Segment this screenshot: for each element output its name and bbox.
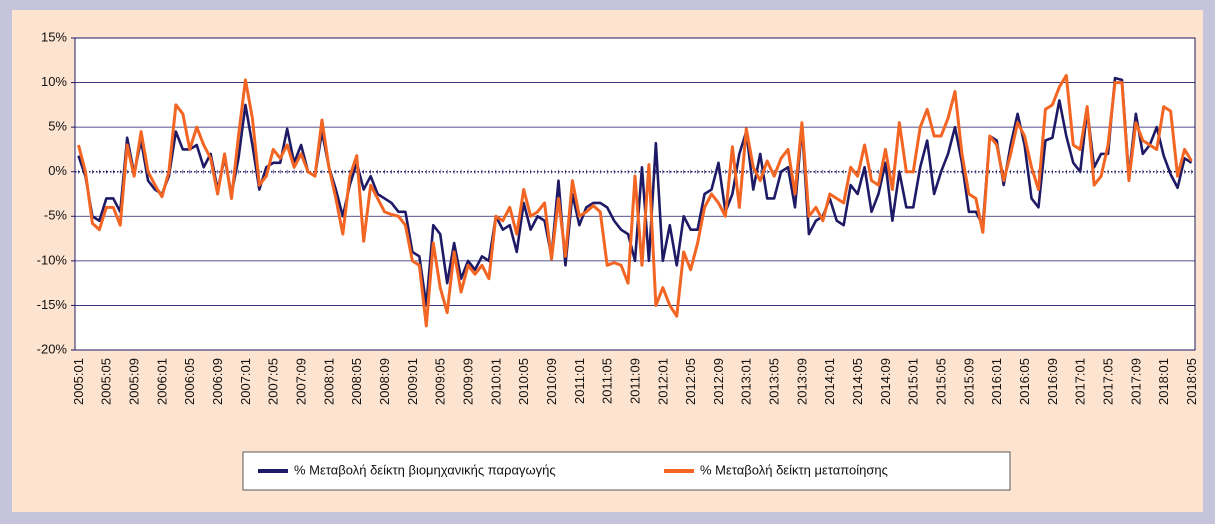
x-tick-label: 2018:01 [1156, 358, 1171, 405]
x-tick-label: 2007:05 [266, 358, 281, 405]
x-tick-label: 2012:05 [683, 358, 698, 405]
x-tick-label: 2013:09 [794, 358, 809, 405]
x-tick-label: 2010:09 [544, 358, 559, 405]
legend-label: % Μεταβολή δείκτη βιομηχανικής παραγωγής [294, 462, 556, 477]
x-tick-label: 2008:01 [321, 358, 336, 405]
x-tick-label: 2006:09 [210, 358, 225, 405]
x-tick-label: 2009:01 [405, 358, 420, 405]
x-tick-label: 2011:09 [627, 358, 642, 404]
x-tick-label: 2017:01 [1073, 358, 1088, 405]
legend-label: % Μεταβολή δείκτη μεταποίησης [700, 462, 888, 477]
series-line [77, 73, 1193, 328]
y-tick-label: -5% [44, 208, 68, 223]
x-tick-label: 2011:05 [600, 358, 615, 404]
x-tick-label: 2012:09 [711, 358, 726, 405]
x-tick-label: 2015:01 [906, 358, 921, 405]
y-tick-label: 15% [41, 29, 67, 44]
y-tick-label: -20% [37, 341, 68, 356]
y-tick-label: 5% [48, 119, 67, 134]
x-tick-label: 2008:09 [377, 358, 392, 405]
plot-border [74, 37, 1196, 351]
x-tick-label: 2017:09 [1128, 358, 1143, 405]
y-tick-label: 10% [41, 74, 67, 89]
x-tick-label: 2005:05 [99, 358, 114, 405]
y-tick-label: -15% [37, 297, 68, 312]
x-tick-label: 2014:01 [822, 358, 837, 405]
x-tick-label: 2018:05 [1184, 358, 1199, 405]
x-tick-label: 2014:05 [850, 358, 865, 405]
legend-box [242, 451, 1011, 491]
y-tick-label: 0% [48, 163, 67, 178]
x-tick-label: 2007:09 [294, 358, 309, 405]
x-tick-label: 2015:05 [934, 358, 949, 405]
x-tick-label: 2010:05 [516, 358, 531, 405]
x-tick-label: 2009:05 [433, 358, 448, 405]
x-tick-label: 2005:09 [127, 358, 142, 405]
x-tick-label: 2015:09 [961, 358, 976, 405]
x-tick-label: 2016:01 [989, 358, 1004, 405]
x-tick-label: 2016:09 [1045, 358, 1060, 405]
x-tick-label: 2010:01 [488, 358, 503, 405]
x-tick-label: 2014:09 [878, 358, 893, 405]
x-tick-label: 2005:01 [71, 358, 86, 405]
x-tick-label: 2009:09 [460, 358, 475, 405]
x-tick-label: 2008:05 [349, 358, 364, 405]
x-tick-label: 2016:05 [1017, 358, 1032, 405]
x-tick-label: 2006:01 [154, 358, 169, 405]
x-tick-label: 2013:01 [739, 358, 754, 405]
x-tick-label: 2007:01 [238, 358, 253, 405]
y-tick-label: -10% [37, 252, 68, 267]
x-tick-label: 2006:05 [182, 358, 197, 405]
x-tick-label: 2017:05 [1100, 358, 1115, 405]
x-tick-label: 2011:01 [572, 358, 587, 404]
x-tick-label: 2013:05 [767, 358, 782, 405]
x-tick-label: 2012:01 [655, 358, 670, 405]
